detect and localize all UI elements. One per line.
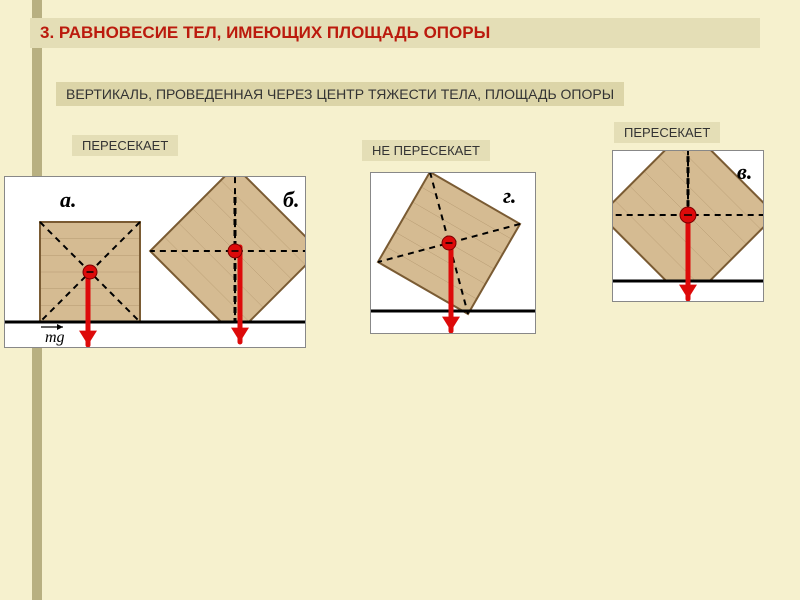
label-not-intersects: НЕ ПЕРЕСЕКАЕТ (362, 140, 490, 161)
label-intersects-v: ПЕРЕСЕКАЕТ (614, 122, 720, 143)
subtitle: ВЕРТИКАЛЬ, ПРОВЕДЕННАЯ ЧЕРЕЗ ЦЕНТР ТЯЖЕС… (56, 82, 624, 106)
figure-panel-g: г. (370, 172, 536, 334)
figure-panel-v: в. (612, 150, 764, 302)
section-title: 3. РАВНОВЕСИЕ ТЕЛ, ИМЕЮЩИХ ПЛОЩАДЬ ОПОРЫ (30, 18, 760, 48)
svg-text:mg: mg (45, 329, 65, 346)
label-a-text: ПЕРЕСЕКАЕТ (82, 138, 168, 153)
figure-g-svg: г. (371, 173, 535, 333)
svg-text:а.: а. (60, 187, 77, 212)
label-g-text: НЕ ПЕРЕСЕКАЕТ (372, 143, 480, 158)
svg-text:г.: г. (503, 183, 516, 208)
label-intersects-a: ПЕРЕСЕКАЕТ (72, 135, 178, 156)
figure-a-svg: а. б. mg (5, 177, 305, 347)
figure-panel-a: а. б. mg (4, 176, 306, 348)
figure-v-svg: в. (613, 151, 763, 301)
svg-text:б.: б. (283, 187, 299, 212)
svg-text:в.: в. (737, 159, 752, 184)
subtitle-text: ВЕРТИКАЛЬ, ПРОВЕДЕННАЯ ЧЕРЕЗ ЦЕНТР ТЯЖЕС… (66, 86, 614, 102)
slide-page: 3. РАВНОВЕСИЕ ТЕЛ, ИМЕЮЩИХ ПЛОЩАДЬ ОПОРЫ… (0, 0, 800, 600)
section-title-text: 3. РАВНОВЕСИЕ ТЕЛ, ИМЕЮЩИХ ПЛОЩАДЬ ОПОРЫ (40, 23, 490, 43)
label-v-text: ПЕРЕСЕКАЕТ (624, 125, 710, 140)
